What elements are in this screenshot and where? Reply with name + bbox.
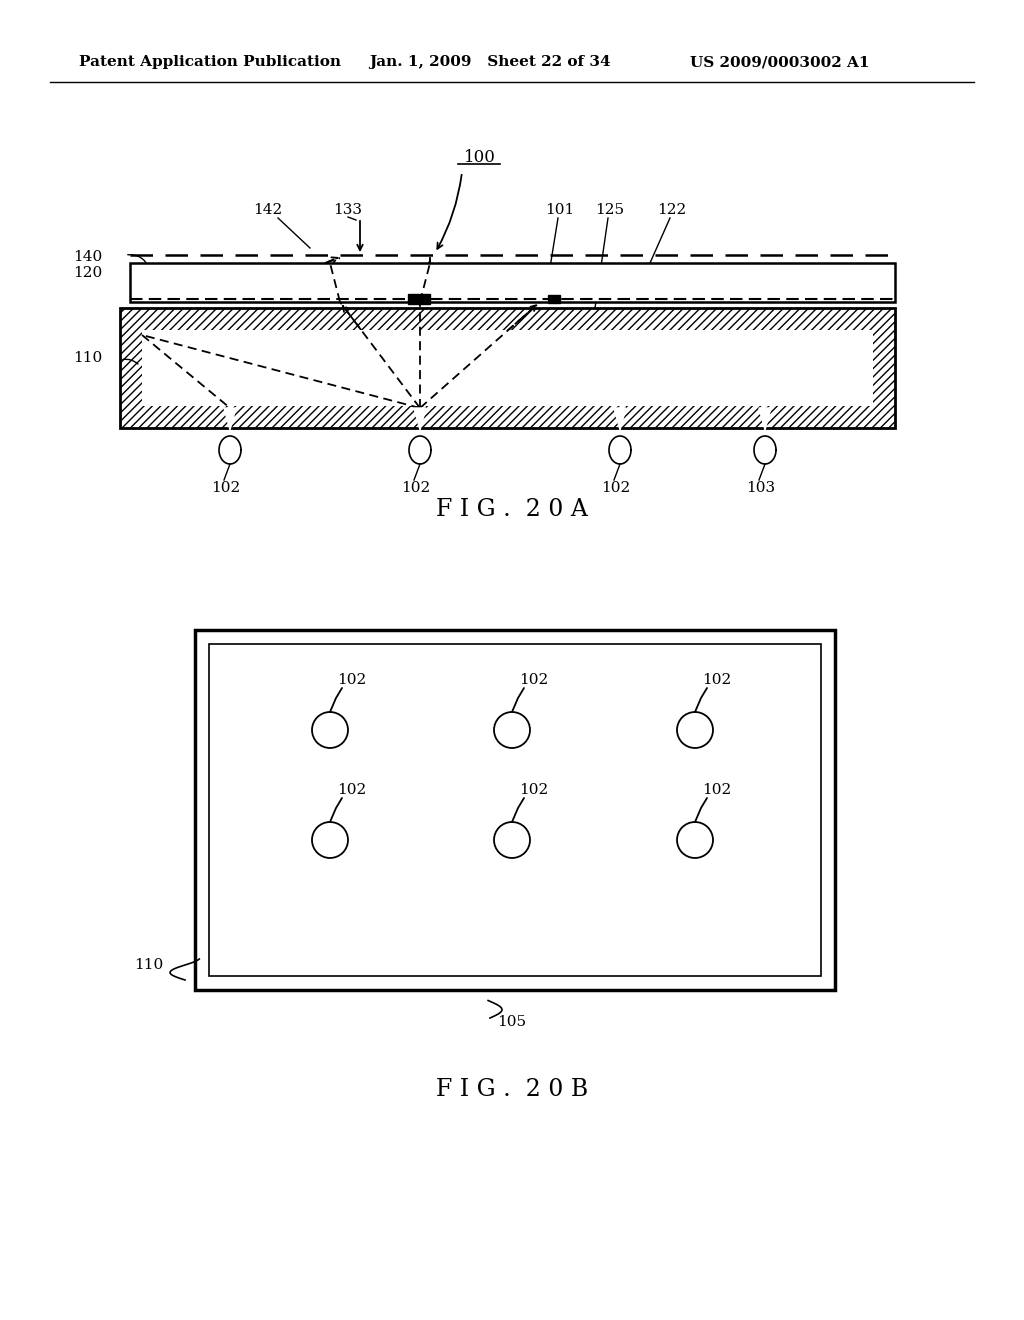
Text: 133: 133: [334, 203, 362, 216]
Bar: [120, 308, 895, 428]
Circle shape: [494, 822, 530, 858]
Polygon shape: [409, 436, 431, 465]
Text: 110: 110: [134, 958, 163, 972]
Text: F I G .  2 0 B: F I G . 2 0 B: [436, 1078, 588, 1101]
Text: 102: 102: [211, 480, 241, 495]
Text: 132: 132: [250, 360, 280, 375]
Text: 140: 140: [73, 249, 102, 264]
Circle shape: [677, 711, 713, 748]
Bar: [120, 407, 895, 428]
Text: 102: 102: [519, 673, 549, 686]
Text: 142: 142: [253, 203, 283, 216]
Text: 125: 125: [595, 203, 625, 216]
Polygon shape: [414, 408, 426, 430]
Text: Jan. 1, 2009   Sheet 22 of 34: Jan. 1, 2009 Sheet 22 of 34: [370, 55, 610, 69]
Polygon shape: [759, 408, 771, 430]
Bar: [120, 330, 142, 407]
Text: 141: 141: [677, 335, 707, 348]
Polygon shape: [614, 408, 626, 430]
Text: 120: 120: [73, 267, 102, 280]
Text: 102: 102: [702, 783, 731, 797]
Circle shape: [312, 822, 348, 858]
Bar: [130, 263, 895, 302]
Text: 122: 122: [657, 203, 687, 216]
Bar: [142, 330, 873, 407]
Text: US 2009/0003002 A1: US 2009/0003002 A1: [690, 55, 869, 69]
Bar: [209, 644, 821, 975]
Polygon shape: [754, 436, 776, 465]
Circle shape: [677, 822, 713, 858]
Polygon shape: [609, 436, 631, 465]
Text: 102: 102: [337, 783, 367, 797]
Text: 121: 121: [634, 335, 663, 348]
Bar: [408, 294, 430, 304]
Text: 105: 105: [498, 1015, 526, 1030]
Text: 102: 102: [401, 480, 431, 495]
Text: 103: 103: [746, 480, 775, 495]
Text: 104: 104: [557, 335, 587, 348]
Text: 131: 131: [336, 393, 365, 407]
Text: 110: 110: [73, 351, 102, 366]
Text: 101: 101: [546, 203, 574, 216]
Circle shape: [312, 711, 348, 748]
Bar: [873, 330, 895, 407]
Text: 102: 102: [702, 673, 731, 686]
Text: 100: 100: [464, 149, 496, 166]
Bar: [548, 294, 560, 304]
Text: 102: 102: [337, 673, 367, 686]
Polygon shape: [224, 408, 236, 430]
Text: 102: 102: [601, 480, 631, 495]
Polygon shape: [219, 436, 241, 465]
Text: F I G .  2 0 A: F I G . 2 0 A: [436, 499, 588, 521]
Text: 102: 102: [519, 783, 549, 797]
Circle shape: [494, 711, 530, 748]
Bar: [195, 630, 835, 990]
Text: 106: 106: [725, 335, 755, 348]
Text: Patent Application Publication: Patent Application Publication: [79, 55, 341, 69]
Bar: [120, 308, 895, 330]
Text: 105: 105: [597, 335, 627, 348]
